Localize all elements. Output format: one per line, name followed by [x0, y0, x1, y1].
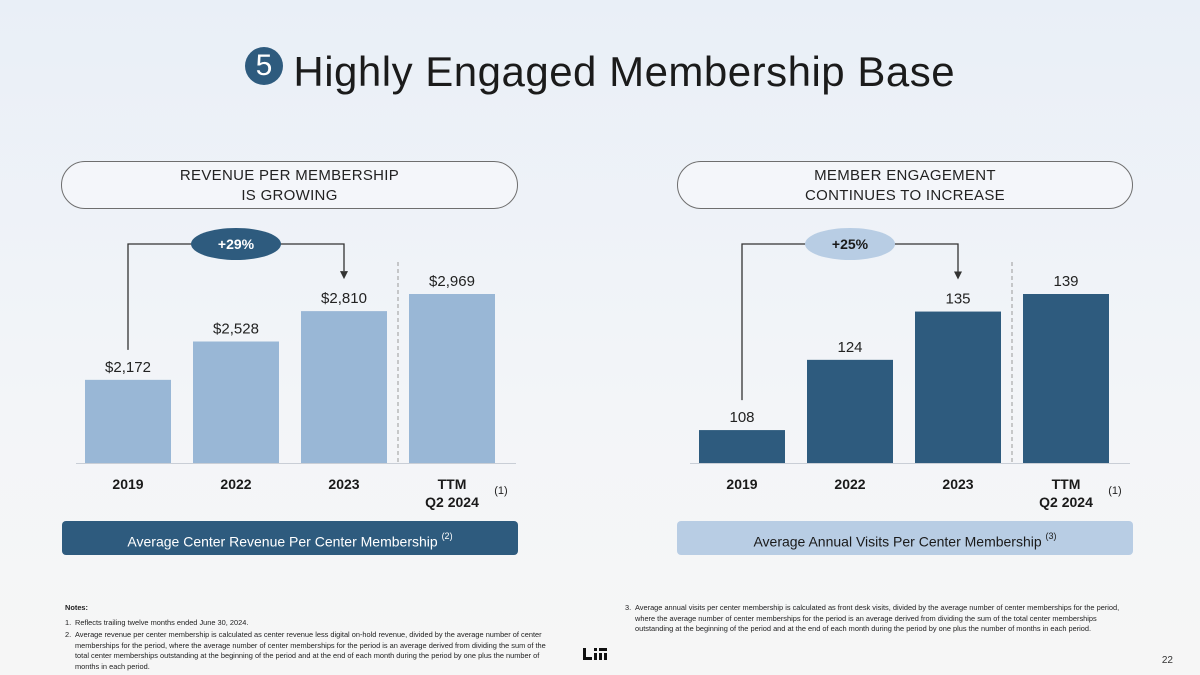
- member-engagement-chart: 108 2019 124 2022 135 2023 139 TTM Q2 2024 (1) +25…: [690, 228, 1130, 510]
- slide-title: 5 Highly Engaged Membership Base: [0, 47, 1200, 96]
- bar-value-label: 108: [729, 409, 754, 426]
- x-tick-label: 2022: [834, 476, 865, 492]
- note-text: Average revenue per center membership is…: [75, 630, 546, 671]
- right-header-line2: CONTINUES TO INCREASE: [805, 187, 1005, 204]
- growth-arrowhead: [954, 271, 962, 280]
- bar-value-label: $2,172: [105, 359, 151, 376]
- growth-badge-label: +29%: [218, 236, 255, 252]
- page-title: Highly Engaged Membership Base: [293, 48, 956, 95]
- bar-value-label: $2,528: [213, 321, 259, 338]
- x-tick-label: TTM: [1052, 476, 1081, 492]
- bar-2022: [193, 341, 279, 463]
- note-number: 2.: [65, 630, 72, 639]
- bar-ttm-q2-2024: [1023, 294, 1109, 463]
- bar-value-label: 135: [945, 291, 970, 308]
- bar-ttm-q2-2024: [409, 294, 495, 463]
- section-number-badge: 5: [244, 47, 283, 85]
- x-tick-label: 2022: [220, 476, 251, 492]
- x-tick-label: Q2 2024: [425, 494, 479, 510]
- bar-2022: [807, 359, 893, 463]
- x-tick-footnote: (1): [1108, 485, 1121, 497]
- page-number: 22: [1161, 655, 1173, 666]
- revenue-per-membership-chart: $2,172 2019 $2,528 2022 $2,810 2023 $2,969 TTM Q…: [76, 228, 516, 510]
- right-header-line1: MEMBER ENGAGEMENT: [814, 167, 996, 184]
- x-tick-footnote: (1): [494, 485, 507, 497]
- right-metric-label-text: Average Annual Visits Per Center Members…: [753, 533, 1042, 550]
- right-metric-label: Average Annual Visits Per Center Members…: [677, 521, 1133, 555]
- x-tick-label: TTM: [438, 476, 467, 492]
- notes-right: 3. Average annual visits per center memb…: [625, 603, 1123, 637]
- left-header-line1: REVENUE PER MEMBERSHIP: [179, 167, 400, 184]
- left-metric-label-text: Average Center Revenue Per Center Member…: [127, 533, 438, 550]
- growth-badge: [805, 228, 895, 260]
- x-tick-label: 2019: [726, 476, 757, 492]
- note-item: 3. Average annual visits per center memb…: [625, 603, 1123, 635]
- growth-badge-label: +25%: [832, 236, 869, 252]
- bar-2023: [301, 311, 387, 463]
- bar-value-label: 124: [837, 339, 862, 356]
- left-header-line2: IS GROWING: [241, 187, 338, 204]
- left-metric-label: Average Center Revenue Per Center Member…: [62, 521, 518, 555]
- bar-value-label: $2,969: [429, 273, 475, 290]
- growth-arrowhead: [340, 271, 348, 280]
- right-panel-header: MEMBER ENGAGEMENT CONTINUES TO INCREASE: [677, 161, 1133, 209]
- note-item: 2. Average revenue per center membership…: [65, 630, 560, 672]
- left-panel-header: REVENUE PER MEMBERSHIP IS GROWING: [61, 161, 518, 209]
- x-tick-label: 2019: [112, 476, 143, 492]
- growth-badge: [191, 228, 281, 260]
- x-tick-label: 2023: [942, 476, 973, 492]
- notes-heading: Notes:: [65, 603, 88, 612]
- note-item: 1. Reflects trailing twelve months ended…: [65, 618, 560, 629]
- bar-2019: [699, 430, 785, 463]
- notes-left: Notes: 1. Reflects trailing twelve month…: [65, 603, 560, 674]
- note-number: 1.: [65, 617, 72, 627]
- right-metric-footnote: (3): [1045, 531, 1057, 541]
- company-logo-icon: [583, 648, 607, 660]
- bar-2023: [915, 311, 1001, 463]
- bar-value-label: 139: [1053, 273, 1078, 290]
- bar-2019: [85, 379, 171, 463]
- x-tick-label: 2023: [328, 476, 359, 492]
- bar-value-label: $2,810: [321, 290, 367, 307]
- x-tick-label: Q2 2024: [1039, 494, 1093, 510]
- note-text: Reflects trailing twelve months ended Ju…: [75, 617, 249, 627]
- note-number: 3.: [625, 603, 632, 612]
- left-metric-footnote: (2): [441, 531, 453, 541]
- note-text: Average annual visits per center members…: [635, 603, 1120, 633]
